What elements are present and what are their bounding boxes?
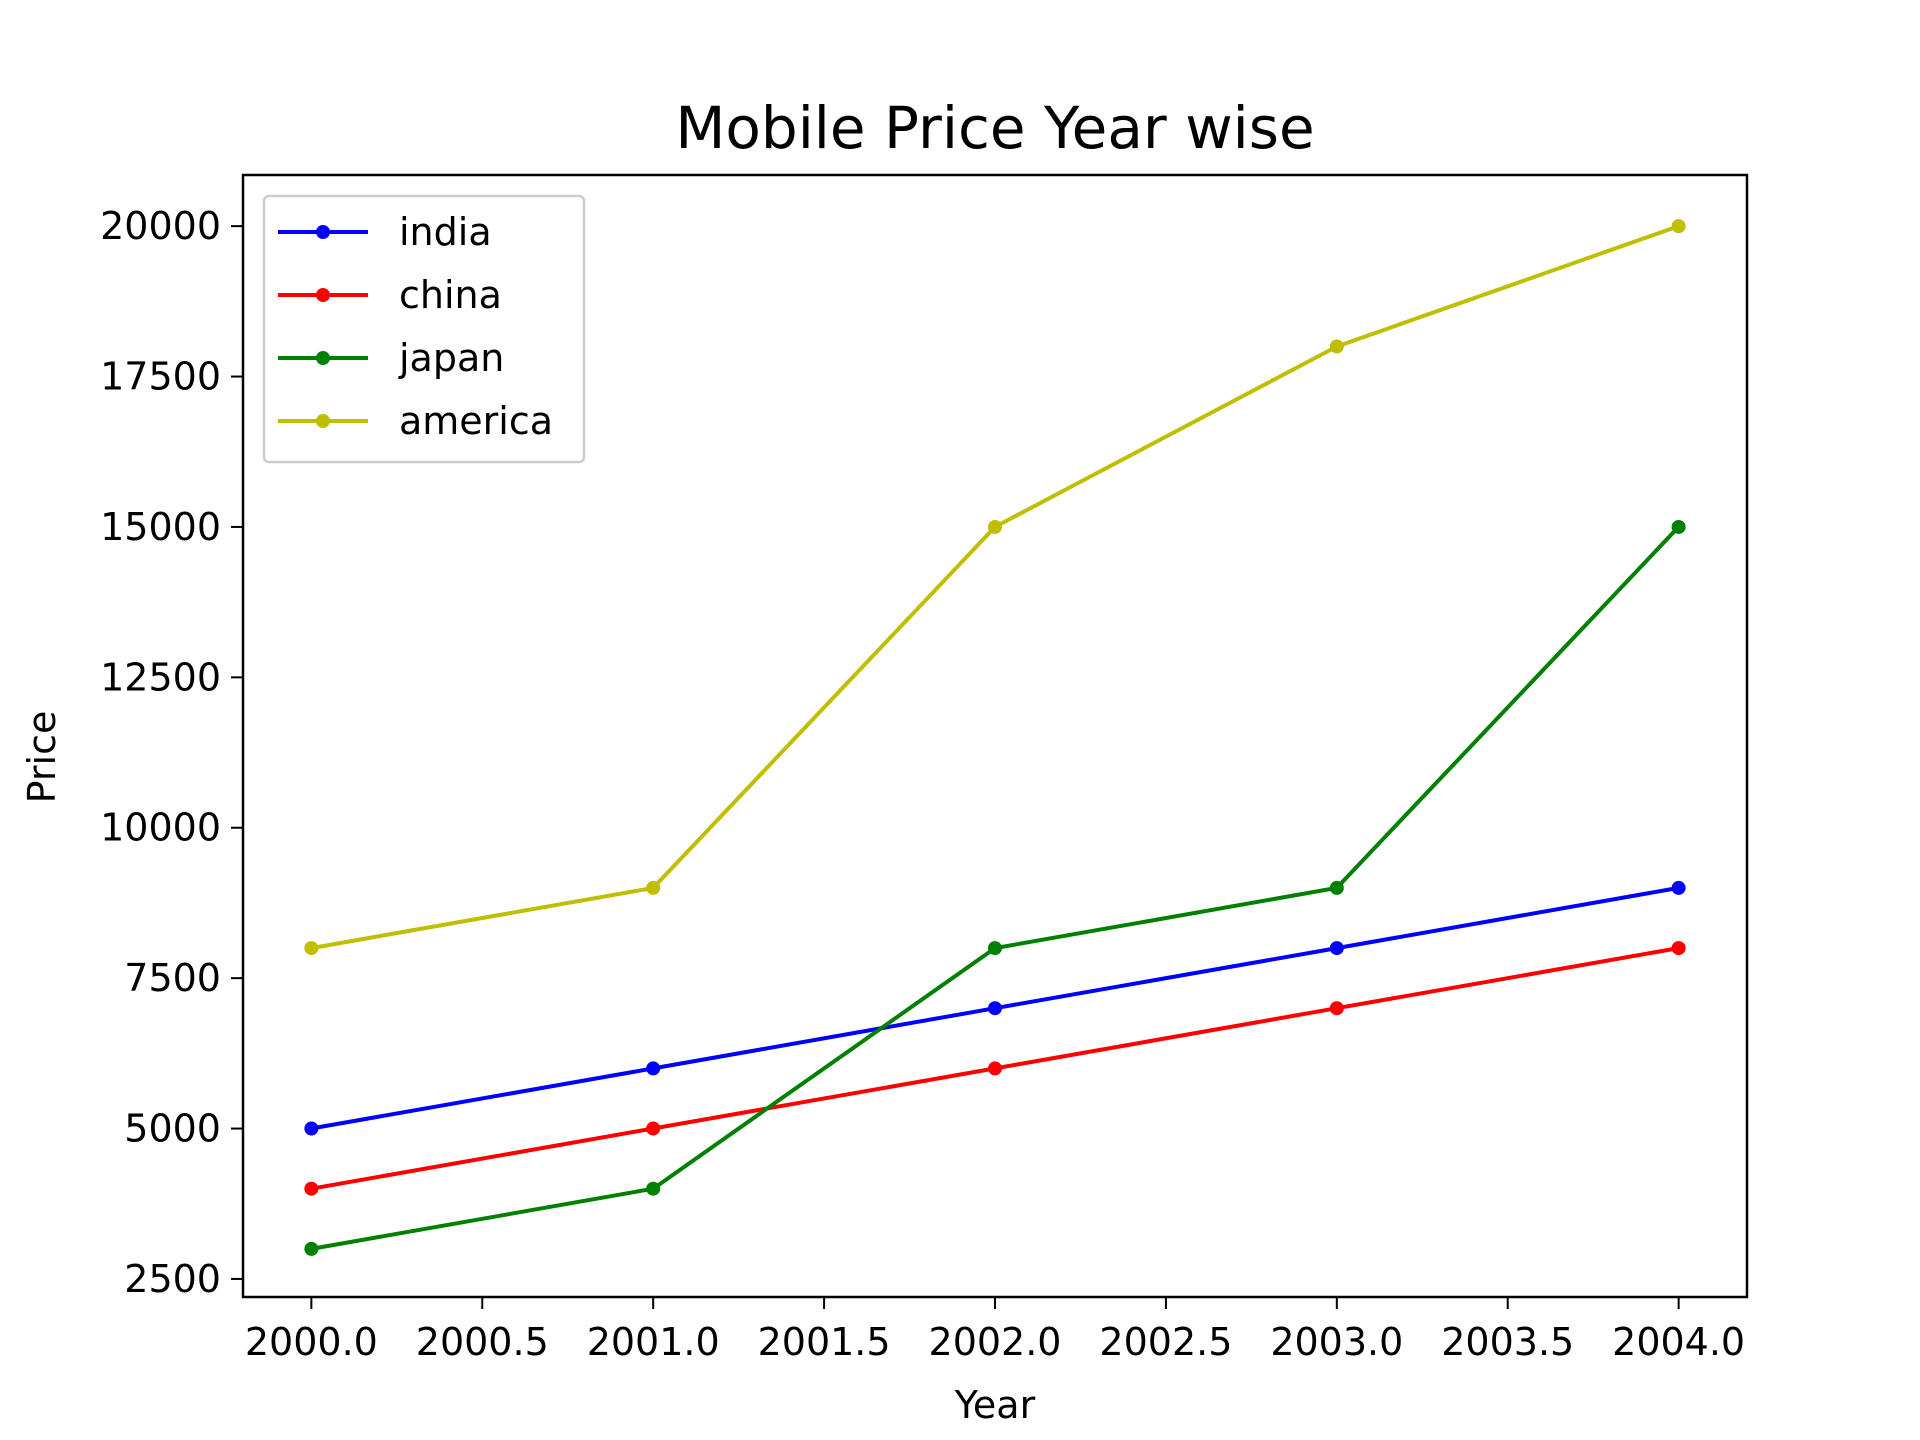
data-point-america [646, 880, 661, 895]
chart-title: Mobile Price Year wise [675, 94, 1314, 162]
plot-frame [241, 173, 1749, 1299]
x-tick-label: 2002.5 [1099, 1320, 1232, 1364]
x-tick-label: 2003.0 [1270, 1320, 1403, 1364]
y-tick-label: 20000 [100, 204, 221, 248]
data-point-china [988, 1061, 1002, 1076]
legend-box [262, 194, 586, 464]
y-tick-label: 12500 [100, 655, 221, 699]
y-tick-label: 5000 [124, 1107, 221, 1151]
data-point-japan [1671, 519, 1686, 534]
legend-marker-japan [316, 351, 330, 365]
y-tick-label: 7500 [124, 956, 221, 1000]
data-point-china [304, 1181, 319, 1196]
x-tick-label: 2001.5 [758, 1320, 891, 1364]
legend-marker-china [316, 288, 330, 302]
data-point-america [1671, 219, 1686, 234]
data-point-china [1329, 1001, 1344, 1016]
x-tick-label: 2000.5 [416, 1320, 549, 1364]
x-tick-label: 2002.0 [929, 1320, 1062, 1364]
data-point-india [1329, 941, 1344, 956]
y-tick-label: 15000 [100, 505, 221, 549]
legend: india china japan america [262, 194, 586, 464]
data-point-japan [988, 941, 1002, 956]
x-axis-label: Year [954, 1383, 1036, 1427]
x-tick-label: 2003.5 [1441, 1320, 1574, 1364]
x-tick-label: 2004.0 [1612, 1320, 1745, 1364]
data-point-india [646, 1061, 661, 1076]
data-point-japan [304, 1241, 319, 1256]
x-tick-label: 2001.0 [587, 1320, 720, 1364]
y-tick-label: 10000 [100, 806, 221, 850]
y-tick-label: 2500 [124, 1257, 221, 1301]
data-point-america [1329, 339, 1344, 354]
data-point-india [1671, 880, 1686, 895]
data-point-china [646, 1121, 661, 1136]
x-tick-label: 2000.0 [245, 1320, 378, 1364]
data-point-china [1671, 941, 1686, 956]
x-axis: 2000.0 2000.5 2001.0 2001.5 2002.0 2002.5 2003… [245, 1297, 1745, 1364]
legend-label-japan: japan [398, 336, 504, 380]
data-point-japan [646, 1181, 661, 1196]
y-tick-label: 17500 [100, 355, 221, 399]
legend-label-china: china [399, 273, 502, 317]
data-point-japan [1329, 880, 1344, 895]
legend-marker-america [316, 414, 330, 428]
series-layer [304, 219, 1686, 1256]
legend-label-india: india [399, 210, 492, 254]
legend-label-america: america [399, 399, 553, 443]
y-axis-label: Price [20, 711, 64, 804]
y-axis: 2500 5000 7500 10000 12500 15000 17500 20000 [100, 204, 243, 1301]
data-point-america [988, 519, 1002, 534]
data-point-india [988, 1001, 1002, 1016]
data-point-india [304, 1121, 319, 1136]
data-point-america [304, 941, 319, 956]
legend-marker-india [316, 225, 330, 239]
